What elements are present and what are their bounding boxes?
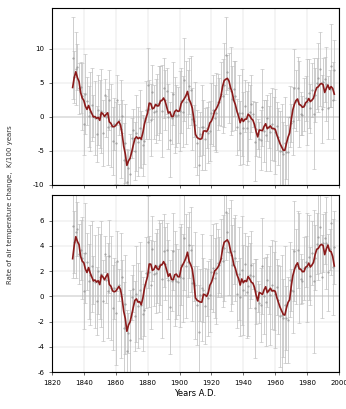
Text: Rate of air temperature change,  K/100 years: Rate of air temperature change, K/100 ye… bbox=[7, 125, 13, 284]
X-axis label: Years A.D.: Years A.D. bbox=[174, 389, 217, 398]
